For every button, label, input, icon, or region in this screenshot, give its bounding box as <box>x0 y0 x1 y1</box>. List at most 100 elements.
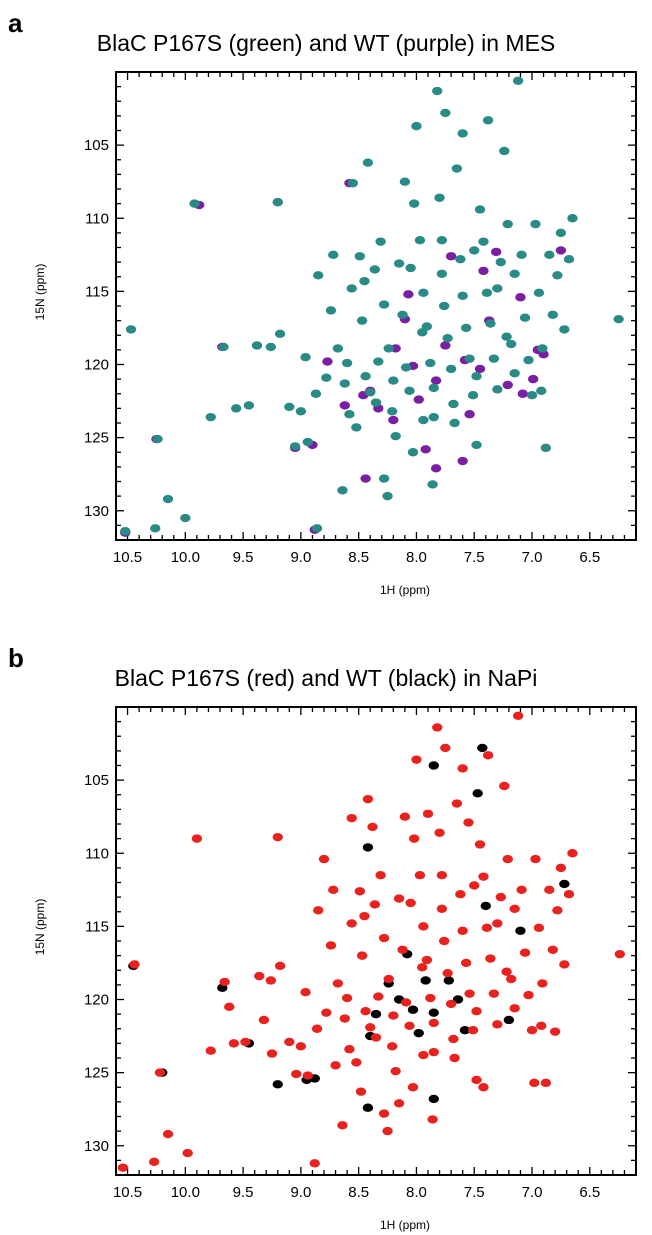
peak <box>408 834 420 843</box>
peak <box>362 1103 374 1112</box>
x-tick-label: 10.5 <box>113 1184 142 1201</box>
chart-title: BlaC P167S (red) and WT (black) in NaPi <box>114 665 538 691</box>
peak <box>362 794 374 804</box>
peak <box>302 437 314 447</box>
peak <box>485 319 496 328</box>
peak <box>443 976 454 985</box>
peak <box>536 386 547 396</box>
peak <box>347 178 359 188</box>
peak <box>523 355 534 365</box>
y-tick-label: 115 <box>85 283 109 300</box>
peak <box>355 1087 367 1096</box>
peak <box>404 1021 415 1031</box>
peak <box>397 310 408 319</box>
peak <box>478 1083 489 1092</box>
peak <box>430 376 442 385</box>
peak <box>339 379 350 388</box>
y-tick-label: 130 <box>84 1138 109 1155</box>
peak <box>471 1075 482 1085</box>
peak <box>471 372 482 381</box>
peak <box>464 410 475 419</box>
y-tick-label: 105 <box>84 137 109 154</box>
peak <box>390 1066 401 1076</box>
peak <box>428 761 439 770</box>
peak <box>492 1020 503 1029</box>
peak <box>370 1033 382 1042</box>
peak <box>390 431 401 441</box>
peak <box>440 108 451 118</box>
peak <box>362 158 374 167</box>
peak <box>265 342 277 352</box>
y-axis-title: 15N (ppm) <box>33 899 47 956</box>
peak <box>432 723 443 732</box>
peak <box>180 513 191 523</box>
series-0 <box>128 743 570 1112</box>
peak <box>378 300 390 309</box>
peak <box>464 354 475 363</box>
series-1 <box>120 76 624 536</box>
y-tick-label: 115 <box>85 918 109 935</box>
peak <box>313 271 324 280</box>
peak <box>360 1007 371 1016</box>
peak <box>413 1028 424 1038</box>
peak <box>440 341 451 350</box>
peak <box>383 974 394 984</box>
peak <box>354 252 366 261</box>
peak <box>536 1021 547 1031</box>
peak <box>501 332 512 341</box>
peak <box>150 524 161 533</box>
y-axis-title: 15N (ppm) <box>33 264 47 321</box>
peak <box>359 276 370 286</box>
x-tick-label: 7.5 <box>464 549 485 566</box>
peak <box>328 885 339 895</box>
peak <box>449 418 460 428</box>
panel-letter: a <box>8 8 23 38</box>
peak <box>344 410 355 419</box>
peak <box>407 1005 419 1014</box>
x-tick-label: 8.0 <box>406 549 427 566</box>
peak <box>386 407 398 416</box>
peak <box>474 205 486 214</box>
peak <box>295 407 307 416</box>
peak <box>420 445 431 454</box>
x-tick-label: 8.5 <box>348 549 369 566</box>
peak <box>369 265 381 274</box>
peak <box>272 832 283 842</box>
peak <box>488 354 500 363</box>
peak <box>499 146 510 156</box>
peak <box>512 76 524 85</box>
peak <box>478 266 489 276</box>
peak <box>360 474 371 483</box>
x-tick-label: 10.0 <box>171 549 200 566</box>
peak <box>407 1083 419 1092</box>
peak <box>289 442 301 451</box>
peak <box>552 906 563 915</box>
peak <box>243 401 255 410</box>
peak <box>422 809 434 818</box>
peak <box>321 1008 332 1017</box>
peak <box>378 933 390 943</box>
peak <box>408 199 420 208</box>
peak <box>555 863 567 873</box>
peak <box>509 369 520 378</box>
peak <box>549 1027 561 1036</box>
peak <box>460 323 472 333</box>
plot-frame <box>115 706 637 1176</box>
peak <box>388 1011 399 1020</box>
peak <box>460 958 472 968</box>
peak <box>332 979 344 988</box>
y-tick-label: 110 <box>85 845 109 862</box>
peak <box>428 1094 439 1104</box>
x-tick-label: 7.0 <box>522 1184 543 1201</box>
peak <box>469 881 480 890</box>
peak <box>555 246 567 255</box>
peak <box>341 358 353 368</box>
peak <box>265 976 277 985</box>
peak <box>309 1159 320 1168</box>
peak <box>411 755 422 764</box>
y-tick-label: 130 <box>84 503 109 520</box>
peak <box>448 1034 459 1044</box>
peak <box>189 199 200 208</box>
y-tick-label: 125 <box>84 1065 109 1082</box>
peak <box>191 834 203 843</box>
